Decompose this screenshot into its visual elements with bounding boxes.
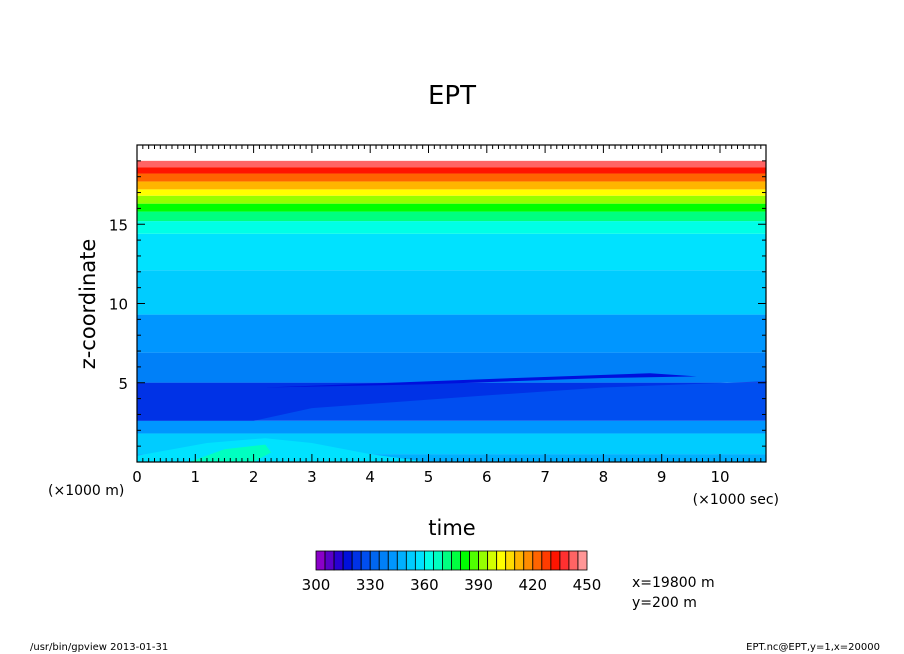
contour-band-6 <box>137 270 766 315</box>
colorbar-cell <box>460 550 470 571</box>
contour-band-13 <box>137 181 766 190</box>
colorbar-cell <box>478 550 489 571</box>
y-tick-label: 15 <box>109 216 128 234</box>
contour-band-9 <box>137 211 766 222</box>
contour-band-12 <box>137 189 766 196</box>
colorbar-tick-labels: 300 330 360 390 420 450 <box>302 576 602 594</box>
x-tick-label: 7 <box>540 468 550 486</box>
contour-band-16 <box>137 160 766 168</box>
x-tick-label: 1 <box>191 468 201 486</box>
y-unit: (×1000 m) <box>48 483 124 499</box>
x-tick-label: 2 <box>249 468 259 486</box>
colorbar-cell <box>324 550 335 571</box>
y-tick-label: 10 <box>109 296 128 314</box>
colorbar-cell <box>550 550 561 571</box>
colorbar-cell <box>423 550 434 571</box>
colorbar-cell <box>505 550 516 571</box>
colorbar-cell <box>433 550 443 571</box>
low-theta-core <box>137 381 767 421</box>
colorbar-tick-label: 300 <box>302 576 331 594</box>
colorbar-cell <box>387 550 398 571</box>
colorbar-cell <box>378 550 389 571</box>
colorbar-cell <box>442 550 452 571</box>
colorbar-cell <box>514 550 525 571</box>
contour-band-2 <box>137 420 766 434</box>
x-tick-label: 9 <box>657 468 667 486</box>
contour-band-7 <box>137 233 766 271</box>
annotation-x: x=19800 m <box>632 575 715 591</box>
contour-bands <box>137 160 766 462</box>
x-tick-label: 5 <box>424 468 434 486</box>
y-tick-label: 5 <box>118 375 128 393</box>
x-tick-label: 10 <box>710 468 729 486</box>
plot-area <box>136 144 767 463</box>
colorbar-cell <box>532 550 543 571</box>
contour-band-4 <box>137 352 766 383</box>
contour-band-14 <box>137 173 766 182</box>
colorbar-cell <box>451 550 461 571</box>
chart-title: EPT <box>428 81 476 111</box>
contour-band-5 <box>137 314 766 353</box>
colorbar-cell <box>405 550 416 571</box>
colorbar-tick-label: 360 <box>410 576 439 594</box>
colorbar-cell <box>541 550 552 571</box>
colorbar-cell <box>360 550 371 571</box>
y-axis-label: z-coordinate <box>76 239 100 370</box>
x-tick-label: 0 <box>132 468 142 486</box>
contour-band-15 <box>137 167 766 174</box>
contour-band-10 <box>137 203 766 212</box>
colorbar-cell <box>369 550 380 571</box>
x-tick-label: 3 <box>307 468 317 486</box>
colorbar-cell <box>342 550 353 571</box>
colorbar-tick-label: 420 <box>518 576 547 594</box>
x-tick-label: 8 <box>599 468 609 486</box>
contour-band-11 <box>137 195 766 204</box>
x-unit: (×1000 sec) <box>693 492 779 508</box>
colorbar-cell <box>568 550 579 571</box>
colorbar-cell <box>333 550 344 571</box>
colorbar-cell <box>487 550 498 571</box>
colorbar-tick-label: 450 <box>573 576 602 594</box>
colorbar-cell <box>496 550 507 571</box>
colorbar-cell <box>523 550 534 571</box>
contour-band-8 <box>137 221 766 234</box>
colorbar-cell <box>396 550 407 571</box>
axis-ticks <box>136 145 766 463</box>
colorbar-cell <box>414 550 425 571</box>
colorbar-tick-label: 330 <box>356 576 385 594</box>
colorbar-cell <box>469 550 480 571</box>
x-tick-label: 6 <box>482 468 492 486</box>
annotation-y: y=200 m <box>632 595 697 611</box>
colorbar <box>315 550 588 571</box>
footer-right: EPT.nc@EPT,y=1,x=20000 <box>746 642 880 653</box>
colorbar-cell <box>577 550 588 571</box>
colorbar-cell <box>559 550 570 571</box>
colorbar-tick-label: 390 <box>464 576 493 594</box>
y-tick-labels: 5 10 15 <box>109 216 128 393</box>
x-tick-labels: 0 1 2 3 4 5 6 7 8 9 10 <box>132 468 729 486</box>
footer-left: /usr/bin/gpview 2013-01-31 <box>30 642 168 653</box>
contour-features <box>137 373 767 462</box>
x-tick-label: 4 <box>365 468 375 486</box>
x-axis-label: time <box>428 516 475 540</box>
colorbar-cell <box>315 550 326 571</box>
low-theta-filament <box>265 373 697 388</box>
surface-warm-core <box>189 444 272 462</box>
colorbar-cell <box>351 550 362 571</box>
